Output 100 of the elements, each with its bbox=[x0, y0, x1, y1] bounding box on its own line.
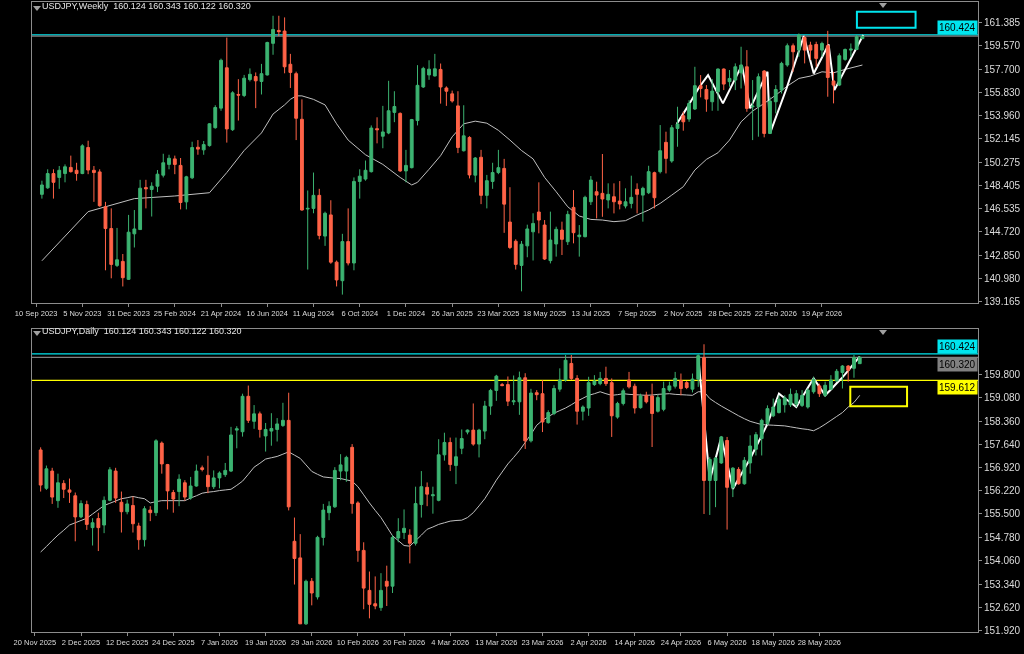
y-tick-label: 156.920 bbox=[984, 462, 1021, 474]
candlestick bbox=[692, 66, 697, 111]
candlestick bbox=[242, 74, 247, 98]
candlestick bbox=[473, 156, 478, 183]
candlestick bbox=[800, 389, 804, 408]
candlestick bbox=[477, 428, 481, 458]
candlestick bbox=[500, 382, 505, 387]
candlestick bbox=[328, 199, 333, 265]
candlestick bbox=[571, 189, 576, 244]
candlestick bbox=[456, 90, 460, 154]
candlestick bbox=[565, 210, 570, 246]
candlestick bbox=[604, 366, 608, 387]
candlestick bbox=[554, 226, 559, 258]
candlestick bbox=[479, 149, 483, 205]
candlestick bbox=[730, 466, 735, 498]
candlestick bbox=[332, 466, 337, 509]
y-tick-label: 139.165 bbox=[984, 295, 1021, 307]
candlestick bbox=[450, 90, 455, 104]
candlestick bbox=[710, 78, 715, 112]
candlestick bbox=[448, 437, 453, 472]
candlestick bbox=[805, 387, 810, 410]
candlestick bbox=[736, 466, 741, 486]
candlestick bbox=[508, 186, 512, 250]
candlestick bbox=[598, 371, 603, 386]
candlestick bbox=[300, 98, 304, 212]
candlestick bbox=[80, 143, 85, 175]
candlestick bbox=[432, 53, 437, 78]
candlestick bbox=[68, 155, 73, 174]
ref-line-label: 159.612 bbox=[939, 382, 976, 393]
candlestick bbox=[704, 84, 709, 113]
candlestick bbox=[276, 15, 281, 37]
candlestick bbox=[542, 219, 547, 261]
candlestick bbox=[57, 165, 62, 190]
candlestick bbox=[206, 455, 210, 494]
candlestick bbox=[177, 473, 181, 507]
candlestick bbox=[196, 139, 200, 156]
candlestick bbox=[375, 116, 379, 144]
candlestick bbox=[97, 168, 102, 208]
candlestick bbox=[352, 176, 356, 271]
candlestick bbox=[200, 465, 205, 472]
candlestick bbox=[484, 174, 489, 209]
candlestick bbox=[754, 431, 758, 456]
candlestick bbox=[505, 375, 510, 407]
candlestick bbox=[86, 140, 91, 175]
candlestick bbox=[837, 52, 842, 87]
candlestick bbox=[154, 438, 158, 517]
candlestick bbox=[398, 111, 403, 173]
candlestick bbox=[45, 168, 50, 190]
candlestick bbox=[430, 486, 435, 515]
candlestick bbox=[119, 491, 124, 534]
y-tick-label: 144.720 bbox=[984, 226, 1021, 238]
candlestick bbox=[148, 505, 153, 522]
candlestick bbox=[791, 42, 796, 73]
candlestick bbox=[275, 417, 280, 442]
candlestick bbox=[502, 158, 507, 234]
candlestick bbox=[229, 426, 233, 473]
y-tick-label: 155.830 bbox=[984, 86, 1021, 98]
candlestick bbox=[580, 404, 585, 421]
y-tick-label: 158.360 bbox=[984, 415, 1021, 427]
y-tick-label: 157.640 bbox=[984, 438, 1021, 450]
candlestick bbox=[340, 233, 345, 296]
candlestick bbox=[848, 42, 853, 58]
y-tick-label: 140.980 bbox=[984, 273, 1021, 285]
y-tick-label: 153.340 bbox=[984, 578, 1021, 590]
candlestick bbox=[136, 522, 141, 551]
candlestick bbox=[79, 499, 83, 519]
candlestick bbox=[323, 211, 327, 247]
candlestick bbox=[402, 508, 406, 540]
candlestick bbox=[334, 260, 339, 287]
candlestick bbox=[115, 227, 119, 268]
candlestick bbox=[588, 175, 593, 206]
candlestick bbox=[548, 211, 553, 264]
candlestick bbox=[513, 238, 518, 271]
candlestick bbox=[73, 492, 78, 542]
y-tick-label: 159.800 bbox=[984, 368, 1021, 380]
candlestick bbox=[825, 30, 830, 98]
y-tick-label: 159.570 bbox=[984, 40, 1021, 52]
candlestick bbox=[817, 383, 822, 398]
candlestick bbox=[569, 354, 574, 381]
candlestick bbox=[846, 364, 851, 383]
candlestick bbox=[632, 383, 637, 415]
candlestick bbox=[635, 182, 639, 214]
candlestick bbox=[182, 479, 187, 502]
candlestick bbox=[529, 388, 533, 443]
candlestick bbox=[271, 15, 275, 56]
candlestick bbox=[679, 373, 683, 396]
candlestick bbox=[219, 58, 223, 112]
y-tick-label: 161.385 bbox=[984, 17, 1021, 29]
candlestick bbox=[171, 489, 176, 514]
y-tick-label: 151.920 bbox=[984, 624, 1021, 636]
candlestick bbox=[172, 155, 177, 175]
candlestick bbox=[248, 67, 252, 82]
y-tick-label: 154.060 bbox=[984, 555, 1021, 567]
candlestick bbox=[380, 105, 385, 149]
y-tick-label: 153.960 bbox=[984, 110, 1021, 122]
candlestick bbox=[465, 428, 470, 435]
candlestick bbox=[811, 376, 816, 395]
candlestick bbox=[309, 577, 314, 606]
candlestick bbox=[644, 391, 649, 404]
y-tick-label: 152.145 bbox=[984, 133, 1021, 145]
